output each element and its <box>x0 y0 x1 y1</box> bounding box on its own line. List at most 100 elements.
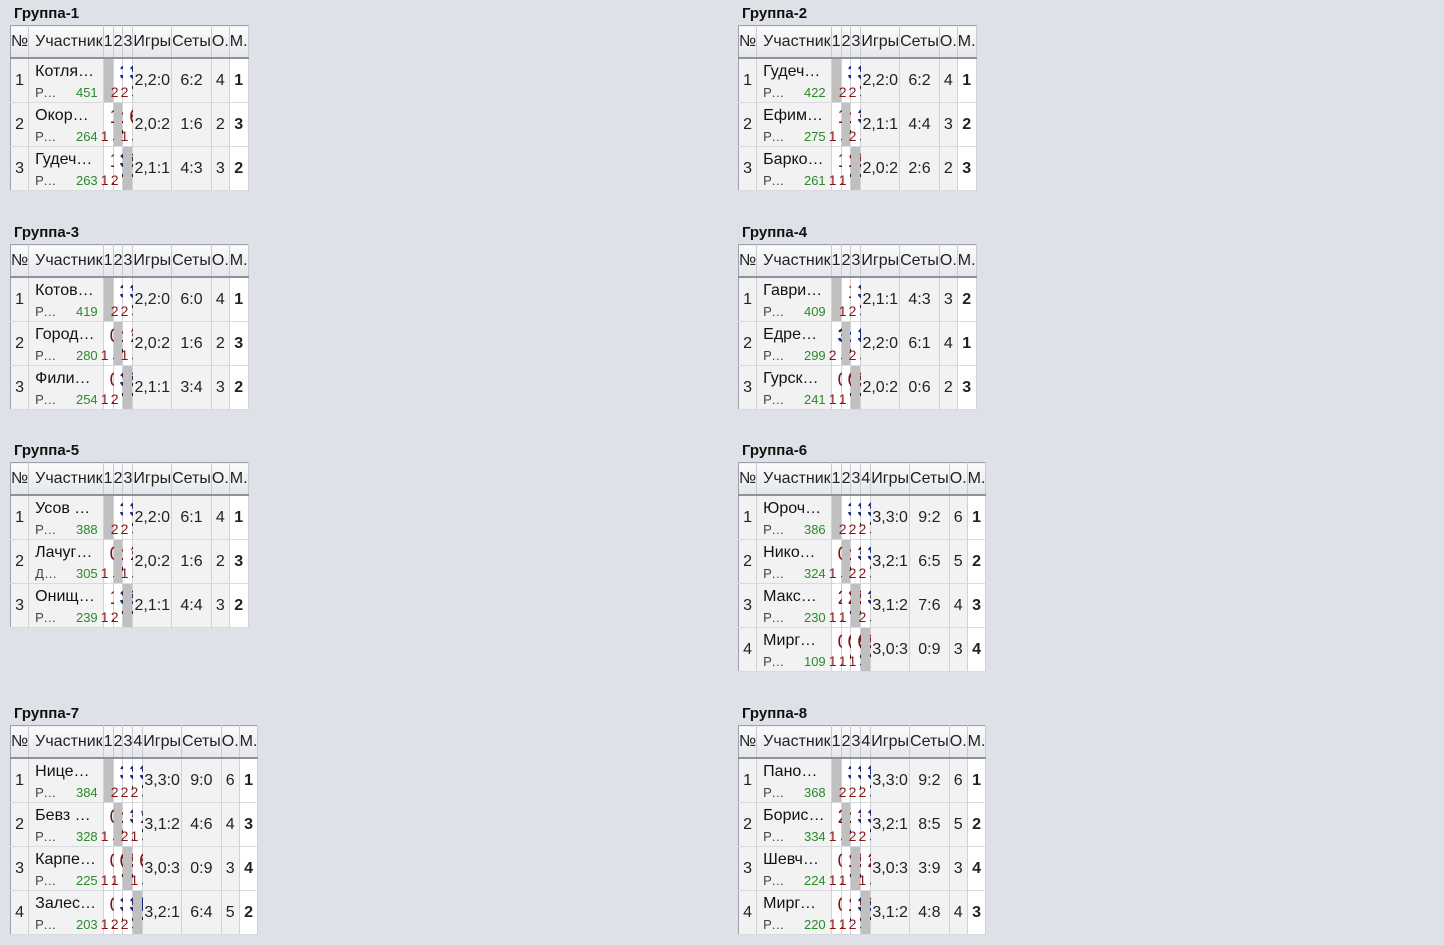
match-result-cell[interactable]: 3:12 <box>121 57 157 103</box>
participant-cell[interactable]: Котов В. В. Ростовская область, ... 419 <box>28 276 104 322</box>
participant-name[interactable]: Ниценко А. О. <box>35 763 97 780</box>
match-result-cell[interactable]: 0:31 <box>131 846 167 891</box>
match-result-cell[interactable]: 0:31 <box>829 539 865 584</box>
participant-cell[interactable]: Панов А. В. Ростовская обл., Рост... 368 <box>756 757 832 803</box>
match-result-cell[interactable]: 0:31 <box>121 102 157 147</box>
participant-name[interactable]: Шевченко Е. И. <box>763 851 825 868</box>
match-result-cell[interactable]: 3:12 <box>111 583 147 628</box>
participant-cell[interactable]: Городенцев А. Н. Ростовская область, ... 2… <box>28 321 104 366</box>
match-result-cell[interactable]: 2:31 <box>829 802 865 847</box>
match-result-cell[interactable]: 1:31 <box>829 102 865 147</box>
match-result-cell[interactable]: 3:12 <box>111 365 147 410</box>
participant-cell[interactable]: Миргалиева(Пудова) ... Ростовская область… <box>756 627 832 672</box>
participant-cell[interactable]: Онищук М. И. Ростовская обл., Азов 239 <box>28 583 104 628</box>
match-result-cell[interactable]: 1:31 <box>131 802 167 847</box>
header-points: О. <box>211 25 230 59</box>
participant-cell[interactable]: Едренников А. А. Ростовская обл., Рост...… <box>756 321 832 366</box>
participant-rating: 324 <box>803 566 826 581</box>
match-result-cell[interactable]: 3:12 <box>829 321 865 366</box>
match-result-cell[interactable]: 3:12 <box>121 494 157 540</box>
participant-name[interactable]: Николаев А. М. <box>763 544 825 561</box>
participant-cell[interactable]: Окороков В. В. Ростовская область, ... 264 <box>28 102 104 147</box>
points-cell: 3 <box>211 583 230 628</box>
match-result-cell[interactable]: 2:31 <box>839 583 875 628</box>
participant-cell[interactable]: Ефимов А. Д. Ростовская область, ... 275 <box>756 102 832 147</box>
match-result-cell[interactable]: 3:02 <box>849 276 885 322</box>
participant-cell[interactable]: Гудечек С. А. Ростовская область, А... 422 <box>756 57 832 103</box>
match-result-cell[interactable]: 3:02 <box>121 276 157 322</box>
participant-cell[interactable]: Лачугин С. С. Донецкая обл., Донецк 305 <box>28 539 104 584</box>
header-games: Игры <box>860 25 901 59</box>
match-result-cell[interactable]: 3:12 <box>849 57 885 103</box>
participant-cell[interactable]: Усов В. В. Ростовская область, ... 388 <box>28 494 104 540</box>
participant-cell[interactable]: Залесская М. Р. Ростовская область, ... 20… <box>28 890 104 935</box>
participant-cell[interactable]: Барков В. В. Ростовская обл., Рост... 261 <box>756 146 832 191</box>
match-result-cell[interactable]: 3:12 <box>849 102 885 147</box>
match-result-cell[interactable]: 3:02 <box>131 757 167 803</box>
participant-name[interactable]: Гудечек М. С. <box>35 151 97 168</box>
participant-name[interactable]: Бевз Н. С. <box>35 807 97 824</box>
match-result-cell[interactable]: 2:31 <box>859 846 895 891</box>
match-result-cell[interactable]: 3:02 <box>849 321 885 366</box>
participant-name[interactable]: Гаврилин В. П. <box>763 282 825 299</box>
sets-cell: 4:4 <box>899 102 940 147</box>
participant-cell[interactable]: Карпенко М. В. Ростовская область, ... 225 <box>28 846 104 891</box>
match-result-cell[interactable]: 0:31 <box>111 846 147 891</box>
match-result-cell[interactable]: 1:31 <box>101 102 137 147</box>
participant-name[interactable]: Барков В. В. <box>763 151 825 168</box>
participant-name[interactable]: Залесская М. Р. <box>35 895 97 912</box>
match-result-cell[interactable]: 3:02 <box>859 757 895 803</box>
match-result-cell[interactable]: 3:12 <box>859 802 895 847</box>
participant-name[interactable]: Онищук М. И. <box>35 588 97 605</box>
participant-name[interactable]: Карпенко М. В. <box>35 851 97 868</box>
participant-cell[interactable]: Гудечек М. С. Ростовская обл., Азов 263 <box>28 146 104 191</box>
match-result-cell[interactable]: 3:22 <box>849 890 885 935</box>
participant-cell[interactable]: Гаврилин В. П. Ростовская область, ... 409 <box>756 276 832 322</box>
match-result-cell[interactable]: 0:31 <box>849 627 885 672</box>
participant-name[interactable]: Гурский А. С. <box>763 370 825 387</box>
match-result-cell[interactable]: 3:02 <box>859 494 895 540</box>
match-result-cell[interactable]: 1:31 <box>121 539 157 584</box>
header-points: О. <box>949 725 968 759</box>
participant-cell[interactable]: Ниценко А. О. Ростовская обл., Рост... 384 <box>28 757 104 803</box>
self-match-cell <box>113 102 124 147</box>
participant-name[interactable]: Котляр Д. А. <box>35 63 97 80</box>
participant-name[interactable]: Едренников А. А. <box>763 326 825 343</box>
match-result-cell[interactable]: 0:31 <box>101 321 137 366</box>
participant-name[interactable]: Лачугин С. С. <box>35 544 97 561</box>
participant-cell[interactable]: Николаев А. М. Ростовская обл., Рост... 32… <box>756 539 832 584</box>
participant-cell[interactable]: Миргалиев Р. Р. Ростовская область, ... 22… <box>756 890 832 935</box>
match-result-cell[interactable]: 0:31 <box>839 365 875 410</box>
participant-name[interactable]: Усов В. В. <box>35 500 97 517</box>
sets-cell: 4:3 <box>171 146 212 191</box>
participant-cell[interactable]: Максимов М. Ю. Ростовская обл., Рост... 23… <box>756 583 832 628</box>
participant-cell[interactable]: Борисов М. Н. Ростовская область, ... 334 <box>756 802 832 847</box>
participant-cell[interactable]: Бевз Н. С. Ростовская область, А... 328 <box>28 802 104 847</box>
participant-name[interactable]: Борисов М. Н. <box>763 807 825 824</box>
participant-name[interactable]: Окороков В. В. <box>35 107 97 124</box>
participant-cell[interactable]: Гурский А. С. Ростовская область, ... 241 <box>756 365 832 410</box>
participant-name[interactable]: Котов В. В. <box>35 282 97 299</box>
match-result-cell[interactable]: 1:31 <box>839 146 875 191</box>
participant-cell[interactable]: Филин А. В. Ростовская область, ... 254 <box>28 365 104 410</box>
match-result-cell[interactable]: 3:02 <box>859 539 895 584</box>
match-result-cell[interactable]: 3:02 <box>859 583 895 628</box>
participant-name[interactable]: Юрочкин Д. С. <box>763 500 825 517</box>
match-result-cell[interactable]: 3:02 <box>121 890 157 935</box>
participant-name[interactable]: Городенцев А. Н. <box>35 326 97 343</box>
match-result-cell[interactable]: 1:31 <box>121 321 157 366</box>
match-result-cell[interactable]: 3:02 <box>111 146 147 191</box>
participant-name[interactable]: Ефимов А. Д. <box>763 107 825 124</box>
participant-name[interactable]: Панов А. В. <box>763 763 825 780</box>
participant-name[interactable]: Максимов М. Ю. <box>763 588 825 605</box>
participant-name[interactable]: Филин А. В. <box>35 370 97 387</box>
match-result-cell[interactable]: 0:31 <box>101 539 137 584</box>
participant-cell[interactable]: Шевченко Е. И. Ростовская обл., Рост... 22… <box>756 846 832 891</box>
participant-name[interactable]: Миргалиев Р. Р. <box>763 895 825 912</box>
participant-name[interactable]: Миргалиева(Пудова) ... <box>763 632 825 649</box>
participant-name[interactable]: Гудечек С. А. <box>763 63 825 80</box>
participant-cell[interactable]: Котляр Д. А. Ростовская область, ... 451 <box>28 57 104 103</box>
match-result-cell[interactable]: 1:31 <box>839 846 875 891</box>
match-result-cell[interactable]: 0:31 <box>101 802 137 847</box>
participant-cell[interactable]: Юрочкин Д. С. Ростовская область, ... 386 <box>756 494 832 540</box>
